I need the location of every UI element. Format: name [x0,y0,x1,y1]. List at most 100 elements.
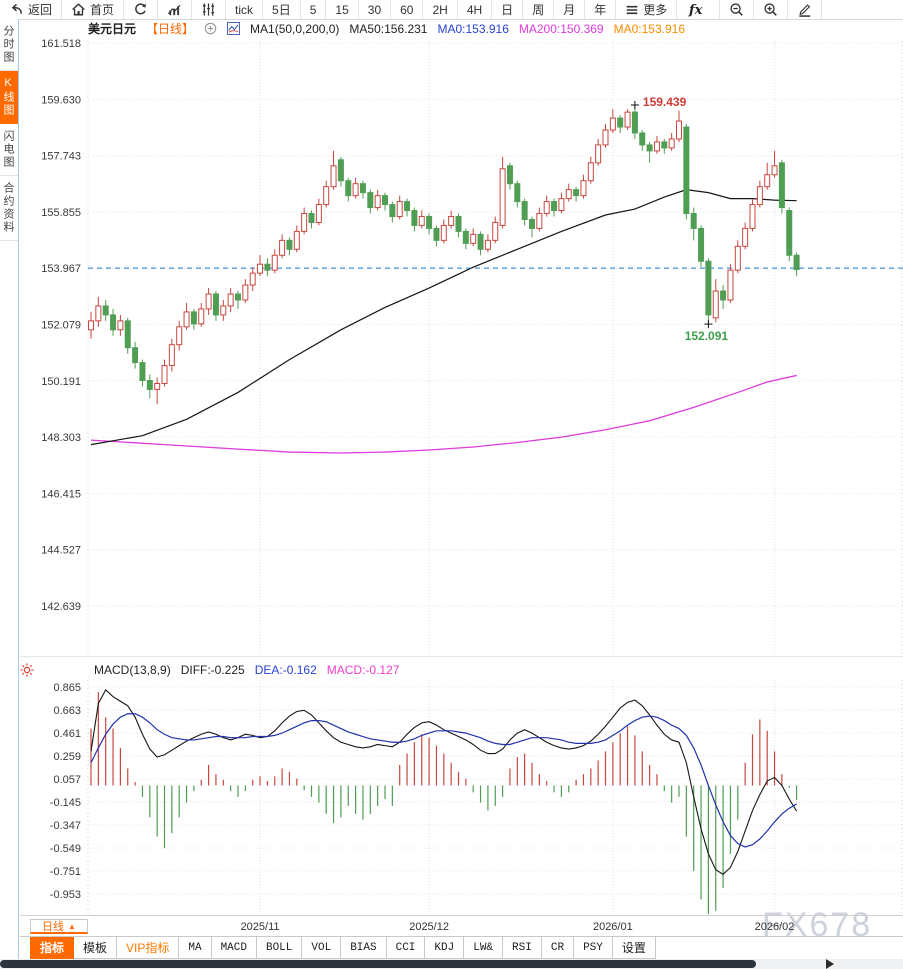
toolbar-button-interval-60[interactable]: 60 [391,0,424,19]
horizontal-scrollbar[interactable] [0,959,903,969]
toolbar-button-interval-week[interactable]: 周 [523,0,555,19]
macd-y-axis-label: 0.259 [53,751,81,763]
macd-y-axis-label: 0.057 [53,774,81,786]
toolbar-button-label: 15 [335,2,349,17]
candles [88,104,800,405]
toolbar-button-chart-type-bars[interactable] [158,0,193,19]
toolbar-button-interval-30[interactable]: 30 [359,0,392,19]
toolbar-button-zoom-out[interactable] [720,0,755,19]
toolbar-button-label: 返回 [28,3,53,17]
ma-settings-label: MA1(50,0,200,0) [250,21,340,36]
macd-y-axis-label: 0.865 [53,682,81,694]
chart-header: 美元日元 【日线】 MA1(50,0,200,0) MA50:156.231 M… [88,20,685,37]
toolbar-button-interval-5d[interactable]: 5日 [263,0,301,19]
macd-y-axis-label: 0.461 [53,728,81,740]
period-label: 【日线】 [146,22,195,36]
y-axis-label: 146.415 [41,488,81,500]
toolbar-button-home[interactable]: 首页 [62,0,125,19]
tab-vol[interactable]: VOL [302,937,342,959]
toolbar-button-interval-tick[interactable]: tick [226,0,264,19]
toolbar-button-interval-year[interactable]: 年 [585,0,617,19]
macd-header: MACD(13,8,9) DIFF:-0.225 DEA:-0.162 MACD… [20,661,399,678]
tab-indicators[interactable]: 指标 [30,937,75,959]
triangle-up-icon: ▲ [68,921,76,931]
toolbar-button-label: 4H [466,2,483,17]
macd-settings-icon[interactable] [20,662,34,677]
y-axis-label: 159.630 [41,94,81,106]
toolbar-button-zoom-in[interactable] [754,0,789,19]
ma50-line [90,189,797,446]
toolbar-button-refresh[interactable] [124,0,159,19]
tab-psy[interactable]: PSY [574,937,613,959]
back-icon [9,2,24,17]
ma0-blue-value: MA0:153.916 [437,21,509,36]
plus-circle-icon[interactable] [204,22,217,35]
toolbar-button-interval-month[interactable]: 月 [554,0,586,19]
toolbar-button-more[interactable]: 更多 [616,0,678,19]
toolbar-button-fx-functions[interactable]: fx [677,0,721,19]
toolbar-button-interval-2h[interactable]: 2H [423,0,458,19]
y-axis-label: 155.855 [41,207,81,219]
toolbar-button-interval-day[interactable]: 日 [492,0,524,19]
toolbar-button-label: 2H [432,2,448,17]
x-axis-strip: 日线 ▲ 2025/11 2025/12 2026/01 2026/02 [20,915,903,937]
y-axis-label: 157.743 [41,151,81,163]
y-axis-label: 148.303 [41,432,81,444]
macd-diff-value: DIFF:-0.225 [180,662,245,677]
toolbar-button-draw[interactable] [788,0,823,19]
indicator-tab-bar: 指标 模板 VIP指标 MA MACD BOLL VOL BIAS CCI KDJ LW& RSI CR… [20,936,903,959]
tab-vip-indicators[interactable]: VIP指标 [117,937,180,959]
toolbar-button-label: 年 [594,3,607,17]
tab-ma[interactable]: MA [179,937,212,959]
tab-rsi[interactable]: RSI [503,937,542,959]
toolbar-button-label: 30 [367,2,382,17]
toolbar-button-interval-15[interactable]: 15 [326,0,359,19]
macd-y-axis-label: 0.663 [53,705,81,717]
toolbar: 返回 首页 tick 5日 5 15 30 60 2H 4H 日 周 月 年 更多 fx [0,0,903,20]
symbol-name: 美元日元 [88,22,137,36]
macd-macd-value: MACD:-0.127 [326,662,400,677]
toolbar-button-chart-type-candles[interactable] [192,0,227,19]
tab-lwr[interactable]: LW& [464,937,504,959]
svg-text:fx: fx [688,3,703,17]
dea-line [90,713,797,848]
period-selector-button[interactable]: 日线 ▲ [30,919,88,934]
macd-y-axis-label: -0.145 [50,797,81,809]
toolbar-button-label: tick [235,2,254,17]
sidebar-item-kline-chart[interactable]: K线图 [0,71,18,124]
tab-kdj[interactable]: KDJ [425,937,465,959]
y-axis-label: 161.518 [41,38,81,50]
toolbar-button-back[interactable]: 返回 [0,0,63,19]
cursor-arrow [826,959,834,969]
y-axis-label: 142.639 [41,601,81,613]
pencil-icon [797,2,812,17]
tab-settings[interactable]: 设置 [612,937,656,959]
ma200-value: MA200:150.369 [518,21,604,36]
toolbar-button-label: 5日 [272,3,291,17]
zoom-out-icon [729,2,744,17]
panel-divider [20,656,903,657]
macd-chart-canvas: 0.865 0.663 0.461 0.259 0.057 -0.145 -0.347 -0.… [50,680,903,914]
toolbar-button-interval-5[interactable]: 5 [301,0,327,19]
toolbar-button-label: 首页 [90,3,115,17]
scrollbar-thumb[interactable] [0,960,756,968]
macd-dea-value: DEA:-0.162 [254,662,317,677]
y-axis-label: 152.079 [41,320,81,332]
tab-cci[interactable]: CCI [386,937,426,959]
tab-cr[interactable]: CR [541,937,575,959]
bar-chart-icon [167,2,182,17]
tab-macd[interactable]: MACD [211,937,257,959]
low-annotation: 152.091 [685,329,729,343]
mini-chart-icon[interactable] [227,22,241,35]
tab-boll[interactable]: BOLL [256,937,303,959]
sidebar-item-contract-info[interactable]: 合约资料 [0,176,18,241]
sidebar-item-lightning-chart[interactable]: 闪电图 [0,124,18,176]
tab-templates[interactable]: 模板 [74,937,118,959]
macd-y-axis-label: -0.347 [50,820,81,832]
tab-bias[interactable]: BIAS [341,937,387,959]
macd-title: MACD(13,8,9) [94,662,171,677]
x-axis-label: 2025/11 [240,921,280,933]
sidebar-item-time-share-chart[interactable]: 分时图 [0,19,18,71]
y-axis-label: 150.191 [41,376,81,388]
toolbar-button-interval-4h[interactable]: 4H [458,0,493,19]
